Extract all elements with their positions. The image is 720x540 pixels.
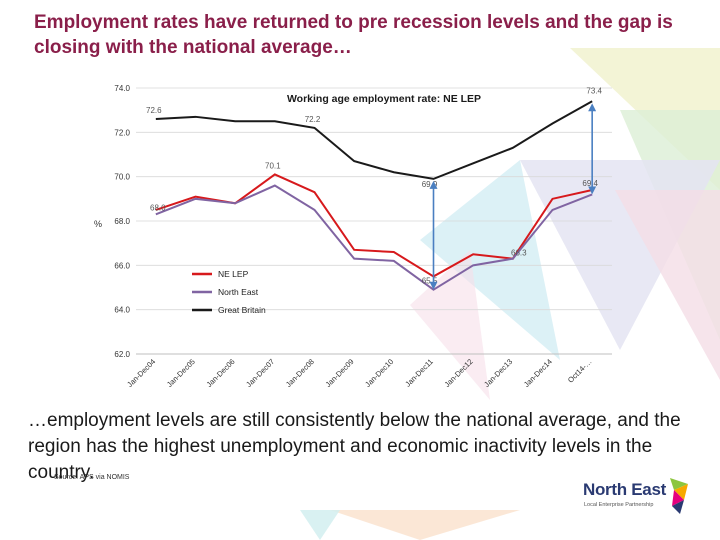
series-line [155,184,593,291]
x-tick-label: Jan-Dec11 [403,357,435,389]
data-labels: 72.6 72.2 73.4 70.1 68.0 69.9 69.4 65.5 66.3 [146,86,602,285]
y-tick-label: 74.0 [114,84,130,93]
y-tick-label: 70.0 [114,173,130,182]
logo-mark-icon [670,478,688,514]
x-tick-label: Jan-Dec05 [165,357,197,389]
y-tick-label: 68.0 [114,217,130,226]
data-label: 70.1 [265,161,281,170]
data-label: 65.5 [422,277,438,286]
x-tick-label: Jan-Dec07 [244,357,276,389]
north-east-lep-logo: North East Local Enterprise Partnership [580,474,690,522]
employment-rate-chart: 74.0 72.0 70.0 68.0 66.0 64.0 62.0 % Working a… [94,84,612,389]
legend-label: NE LEP [218,269,249,279]
data-label: 69.4 [582,179,598,188]
x-tick-label: Jan-Dec10 [363,357,395,389]
data-label: 66.3 [511,249,527,258]
summary-text: …employment levels are still consistentl… [28,410,681,483]
series-lines [155,100,593,291]
x-tick-label: Jan-Dec06 [205,357,237,389]
y-tick-label: 62.0 [114,350,130,359]
series-line [155,173,593,278]
slide-title: Employment rates have returned to pre re… [34,12,673,58]
data-label: 72.6 [146,106,162,115]
source-note: Source: APS via NOMIS [54,474,130,481]
series-line [155,100,593,180]
y-tick-label: 66.0 [114,261,130,270]
gridlines [136,87,612,355]
bg-triangle-aqua [300,510,340,540]
x-tick-label: Jan-Dec09 [324,357,356,389]
data-label: 69.9 [422,180,438,189]
x-tick-label: Jan-Dec12 [443,357,475,389]
x-tick-label: Jan-Dec08 [284,357,316,389]
logo-subtitle: Local Enterprise Partnership [584,502,654,508]
gap-arrows [429,103,597,290]
data-label: 72.2 [305,115,321,124]
y-tick-label: 72.0 [114,128,130,137]
x-tick-label: Jan-Dec14 [522,357,554,389]
y-axis-label: % [94,219,102,229]
legend-label: Great Britain [218,305,266,315]
data-label: 68.0 [150,203,166,212]
chart-title: Working age employment rate: NE LEP [287,93,481,105]
y-tick-label: 64.0 [114,306,130,315]
x-tick-label: Jan-Dec13 [482,357,514,389]
logo-name: North East [583,480,666,499]
data-label: 73.4 [586,86,602,95]
x-axis-ticks: Jan-Dec04 Jan-Dec05 Jan-Dec06 Jan-Dec07 Jan-… [125,357,593,389]
bg-triangle-pink [615,190,720,380]
bg-triangle-peach [330,510,520,540]
y-axis-ticks: 74.0 72.0 70.0 68.0 66.0 64.0 62.0 [114,84,130,359]
legend: NE LEP North East Great Britain [192,269,266,315]
x-tick-label: Jan-Dec04 [125,357,157,389]
x-tick-label: Oct14-… [566,357,594,385]
legend-label: North East [218,287,259,297]
